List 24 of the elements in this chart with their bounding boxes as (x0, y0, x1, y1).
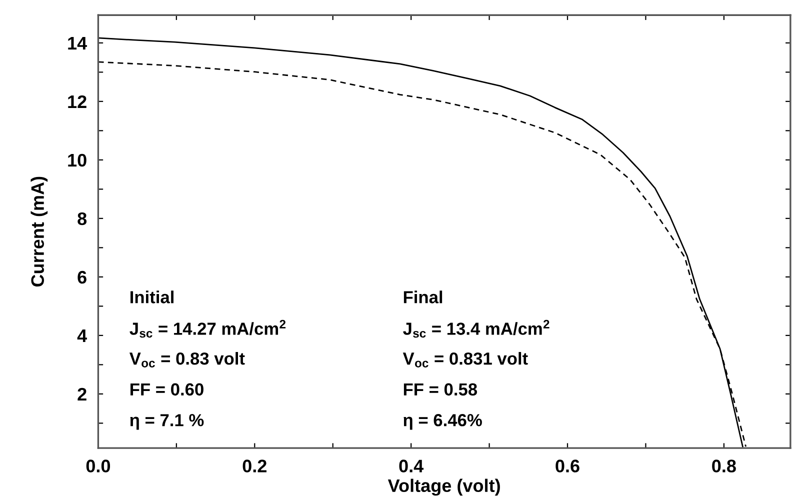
annotation: J$_{sc}$ = 14.27 mA/cm$^{2}$ (130, 320, 286, 338)
x-tick-label: 0.2 (242, 460, 266, 472)
annotation: η = 7.1 % (130, 414, 204, 430)
annotation: Final (404, 290, 442, 304)
y-tick-label: 2 (78, 388, 86, 400)
annotation: η = 6.46% (404, 414, 482, 430)
x-tick-label: 0.4 (399, 460, 424, 472)
x-tick-label: 0.6 (556, 460, 580, 472)
y-tick-label: 10 (68, 154, 86, 167)
annotation: FF = 0.60 (130, 383, 204, 396)
y-axis-title: Current (mA) (30, 176, 48, 287)
annotation: V$_{oc}$ = 0.831 volt (402, 352, 528, 368)
y-tick-label: 8 (78, 212, 87, 226)
x-tick-label: 0.0 (86, 460, 110, 472)
y-tick-label: 14 (68, 37, 87, 50)
x-tick-label: 0.8 (712, 460, 736, 472)
y-tick-label: 6 (78, 270, 86, 284)
y-tick-label: 4 (77, 330, 87, 342)
annotation: V$_{oc}$ = 0.83 volt (129, 352, 245, 368)
annotation: J$_{sc}$ = 13.4 mA/cm$^{2}$ (403, 320, 550, 338)
y-tick-label: 12 (68, 95, 86, 108)
x-axis-title: Voltage (volt) (388, 478, 500, 496)
annotation: FF = 0.58 (404, 383, 478, 396)
annotation: Initial (130, 290, 174, 304)
